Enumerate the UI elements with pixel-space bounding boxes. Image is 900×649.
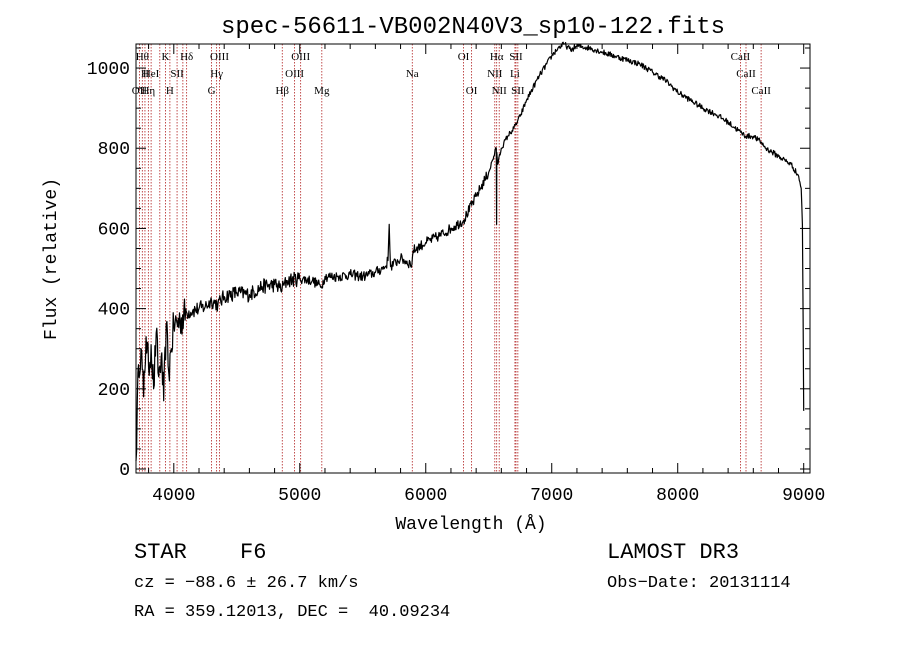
line-marker-label: Na [406, 68, 419, 80]
line-marker-label: OI [458, 51, 470, 63]
y-axis-label: Flux (relative) [42, 178, 62, 340]
line-marker-label: HeI [143, 68, 160, 80]
x-tick-label: 7000 [530, 486, 573, 506]
object-type: STAR [134, 540, 187, 565]
line-marker-label: H [166, 85, 174, 97]
line-marker-label: Hβ [275, 85, 289, 97]
chart-title: spec-56611-VB002N40V3_sp10-122.fits [221, 14, 725, 41]
x-axis-label: Wavelength (Å) [395, 514, 546, 535]
line-marker-label: Li [510, 68, 520, 80]
redshift-cz: cz = −88.6 ± 26.7 km/s [134, 574, 359, 593]
x-tick-label: 6000 [404, 486, 447, 506]
line-marker-label: OIII [285, 68, 304, 80]
line-marker-label: SII [170, 68, 184, 80]
flux-series-line [135, 41, 805, 462]
line-marker-label: Mg [314, 85, 330, 97]
y-tick-label: 0 [119, 461, 130, 481]
survey-name: LAMOST DR3 [607, 540, 740, 565]
y-tick-label: 200 [98, 381, 130, 401]
line-marker-label: Hγ [210, 68, 223, 80]
line-marker-label: CaII [736, 68, 756, 80]
plot-frame [135, 43, 811, 474]
line-marker-label: OIII [291, 51, 310, 63]
y-tick-label: 800 [98, 140, 130, 160]
x-tick-label: 8000 [656, 486, 699, 506]
x-tick-label: 5000 [278, 486, 321, 506]
y-axis-ticks: 0 200 400 600 800 1000 [87, 47, 810, 481]
y-tick-label: 400 [98, 301, 130, 321]
x-axis-ticks: 4000 5000 6000 7000 8000 9000 [148, 44, 825, 506]
line-marker-label: OIII [210, 51, 229, 63]
line-markers [139, 44, 762, 473]
line-marker-label: Hη [141, 85, 155, 97]
x-tick-label: 4000 [152, 486, 195, 506]
subclass: F6 [240, 540, 267, 565]
line-marker-label: Hδ [180, 51, 193, 63]
line-marker-label: OI [466, 85, 478, 97]
line-marker-label: Hθ [136, 51, 149, 63]
coordinates: RA = 359.12013, DEC = 40.09234 [134, 603, 451, 622]
line-marker-labels: OIIHθHHηHeIKHSIIHδGHγOIIIHβOIIIOIIIMgNaO… [132, 51, 771, 97]
line-marker-label: H [141, 68, 149, 80]
line-marker-label: SII [511, 85, 525, 97]
line-marker-label: K [162, 51, 170, 63]
y-tick-label: 600 [98, 220, 130, 240]
line-marker-label: NII [487, 68, 503, 80]
observation-date: Obs−Date: 20131114 [607, 574, 791, 593]
line-marker-label: NII [492, 85, 508, 97]
line-marker-label: G [208, 85, 216, 97]
line-marker-label: SII [509, 51, 523, 63]
x-tick-label: 9000 [782, 486, 825, 506]
line-marker-label: CaII [751, 85, 771, 97]
y-tick-label: 1000 [87, 60, 130, 80]
line-marker-label: Hα [490, 51, 504, 63]
line-marker-label: CaII [731, 51, 751, 63]
